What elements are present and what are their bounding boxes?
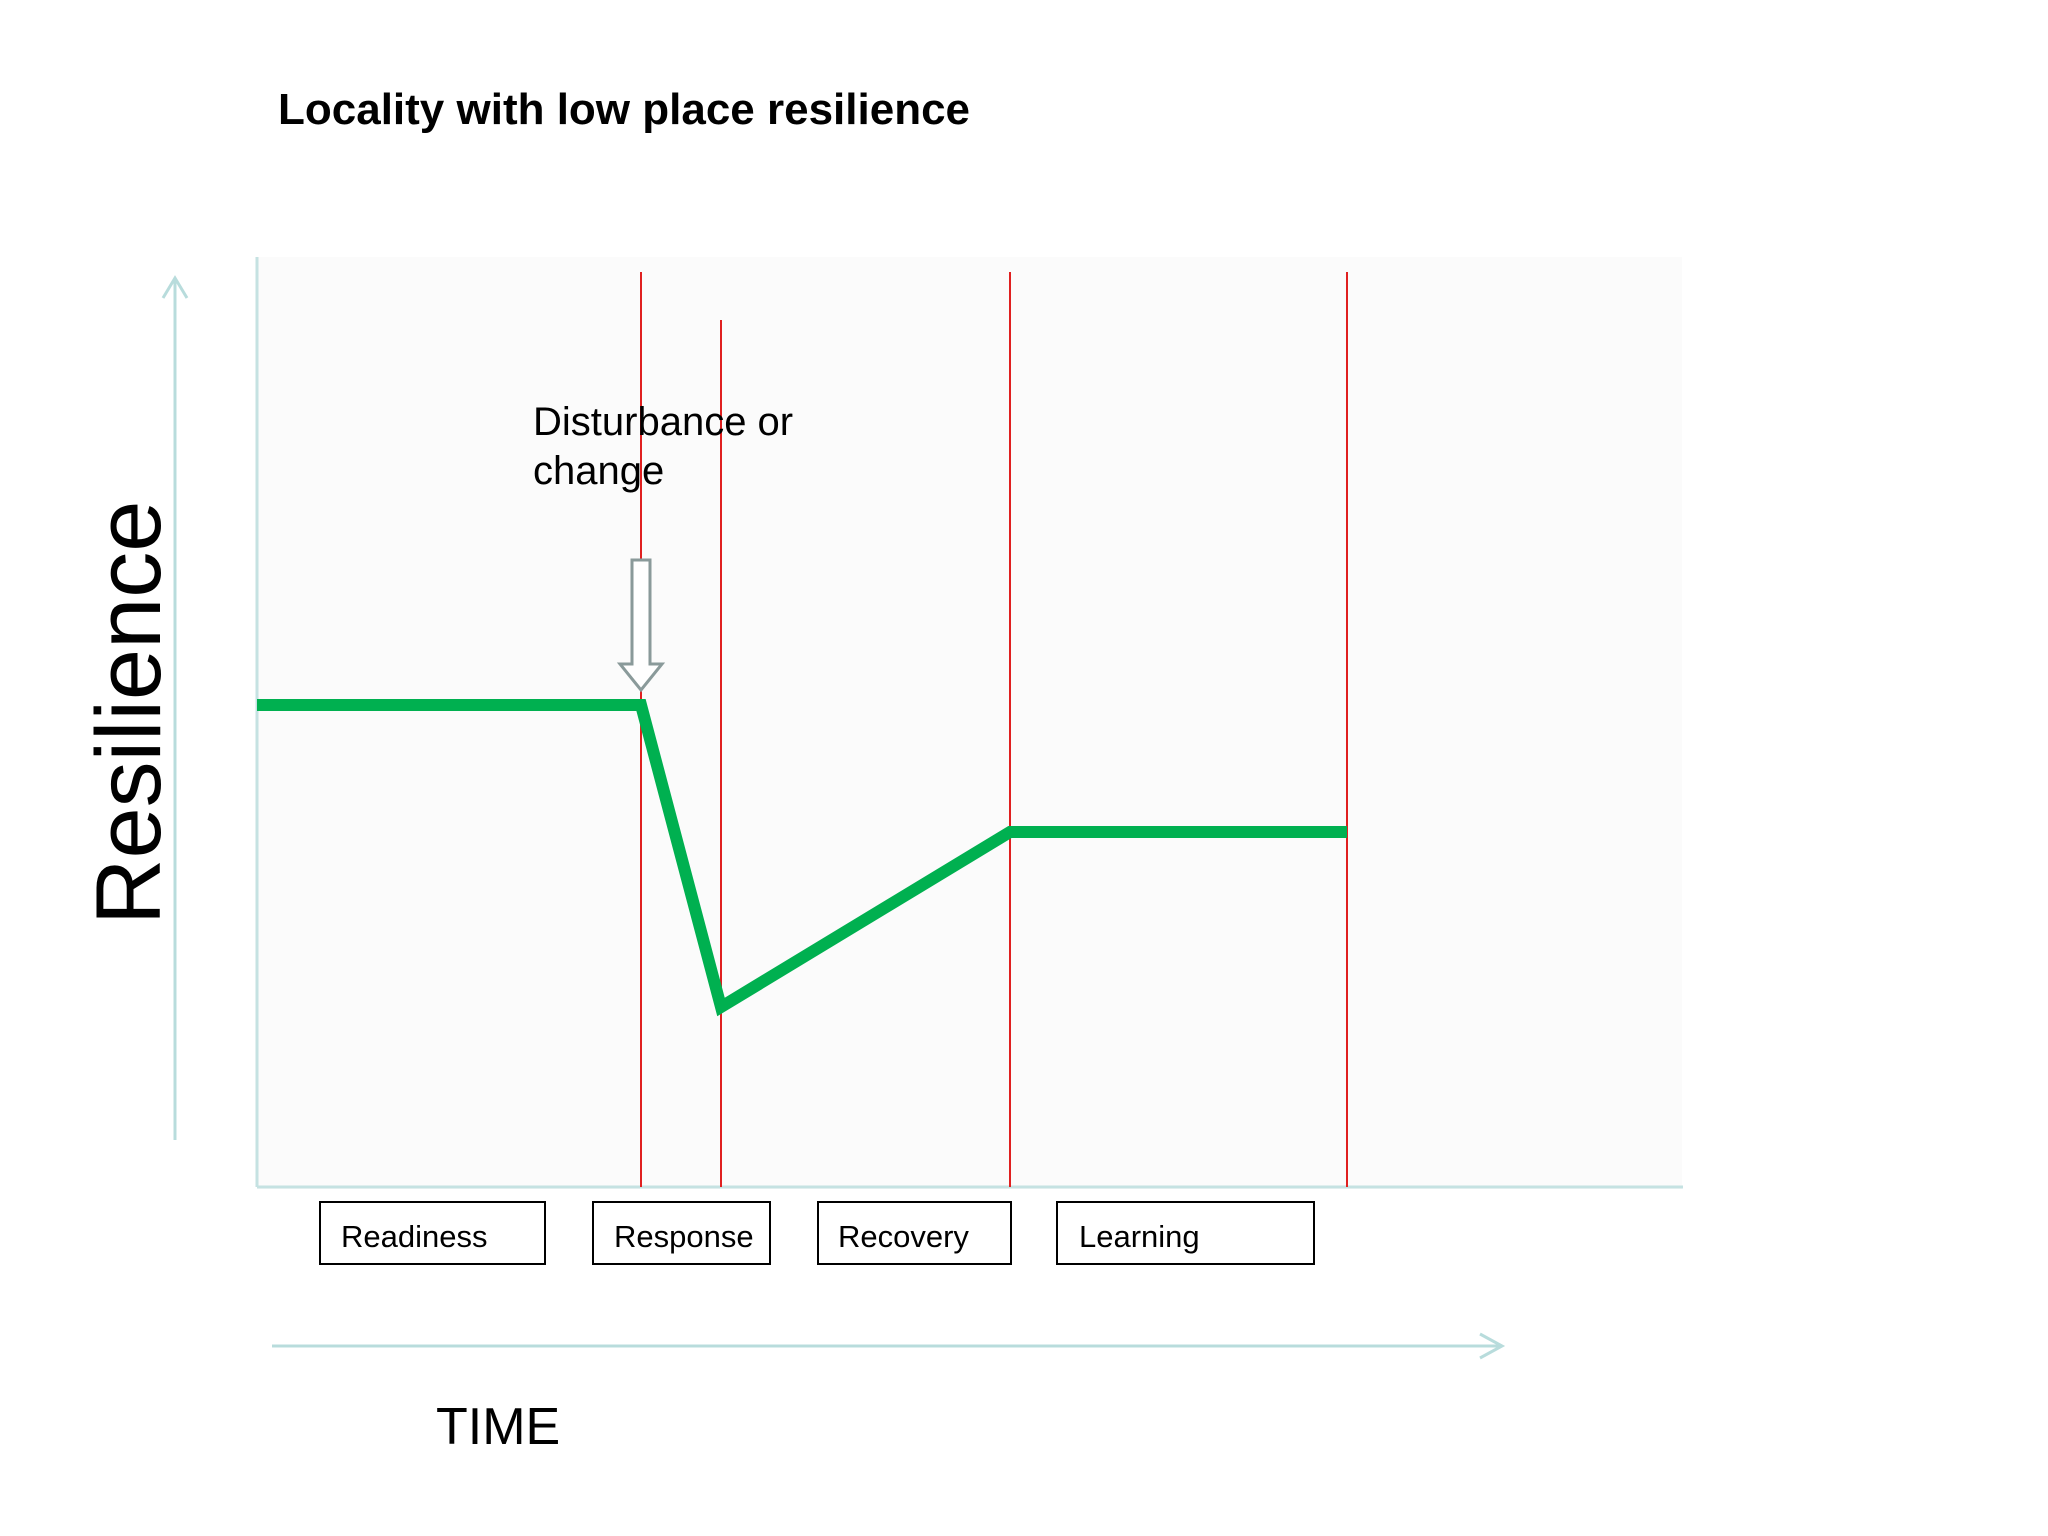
phase-box-response: Response xyxy=(592,1201,771,1265)
phase-label-learning: Learning xyxy=(1079,1219,1200,1254)
disturbance-label-line-2: change xyxy=(533,449,664,493)
disturbance-label-line-1: Disturbance or xyxy=(533,400,793,444)
y-axis-label: Resilience xyxy=(78,501,180,925)
y-axis-arrowhead-icon xyxy=(161,275,189,299)
x-axis-arrowhead-icon xyxy=(1479,1332,1506,1360)
x-axis-label: TIME xyxy=(436,1398,560,1456)
phase-box-learning: Learning xyxy=(1056,1201,1315,1265)
phase-box-recovery: Recovery xyxy=(817,1201,1012,1265)
phase-label-recovery: Recovery xyxy=(838,1219,969,1254)
resilience-curve xyxy=(257,699,1347,1017)
phase-box-readiness: Readiness xyxy=(319,1201,546,1265)
diagram-title: Locality with low place resilience xyxy=(278,85,970,134)
disturbance-arrow-icon xyxy=(616,558,666,693)
phase-label-readiness: Readiness xyxy=(341,1219,487,1254)
plot-area xyxy=(257,257,1682,1189)
phase-label-response: Response xyxy=(614,1219,754,1254)
